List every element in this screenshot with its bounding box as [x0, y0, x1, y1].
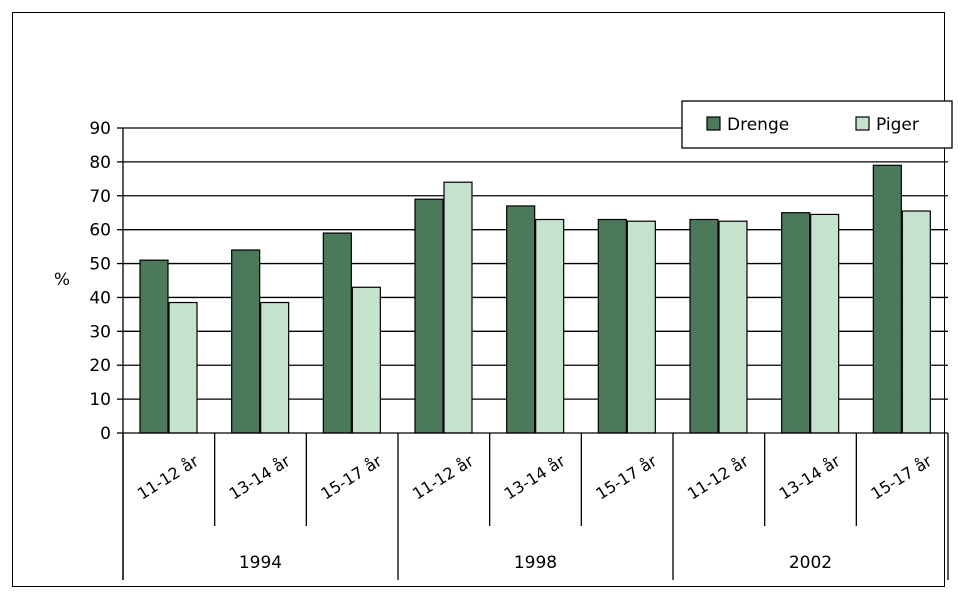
y-tick-label: 10: [89, 390, 111, 410]
bar-drenge: [872, 164, 902, 434]
legend-label-piger: Piger: [876, 115, 919, 135]
bar-drenge: [414, 198, 444, 434]
bar-drenge: [781, 212, 811, 434]
y-tick-label: 30: [89, 322, 111, 342]
group-label: 1998: [514, 553, 557, 573]
bar-piger: [810, 213, 840, 434]
x-tick-label: 11-12 år: [134, 451, 202, 503]
legend: Drenge Piger: [681, 100, 953, 149]
x-tick-label: 13-14 år: [226, 451, 294, 503]
bar-piger: [351, 286, 381, 434]
y-tick-label: 20: [89, 356, 111, 376]
bar-piger: [901, 210, 931, 434]
legend-swatch-drenge: [706, 116, 721, 131]
bar-drenge: [597, 218, 627, 434]
y-tick-label: 50: [89, 255, 111, 275]
bar-piger: [718, 220, 748, 434]
group-label: 2002: [789, 553, 832, 573]
legend-label-drenge: Drenge: [727, 115, 789, 135]
bar-drenge: [139, 259, 169, 434]
bar-piger: [260, 301, 290, 434]
y-tick-label: 0: [100, 424, 111, 444]
x-tick-label: 11-12 år: [684, 451, 752, 503]
y-tick-label: 90: [89, 119, 111, 139]
bar-drenge: [506, 205, 536, 434]
legend-box: [681, 100, 953, 149]
x-tick-label: 13-14 år: [776, 451, 844, 503]
legend-swatch-piger: [855, 116, 870, 131]
y-tick-label: 80: [89, 153, 111, 173]
x-tick-label: 13-14 år: [501, 451, 569, 503]
bar-drenge: [322, 232, 352, 434]
bar-piger: [626, 220, 656, 434]
bars: [139, 164, 931, 434]
y-tick-label: 40: [89, 288, 111, 308]
x-tick-label: 15-17 år: [317, 451, 385, 503]
axis-labels: %: [54, 270, 70, 290]
y-tick-label: 60: [89, 221, 111, 241]
bar-drenge: [689, 218, 719, 434]
x-tick-label: 15-17 år: [867, 451, 935, 503]
group-label: 1994: [239, 553, 282, 573]
x-tick-label: 11-12 år: [409, 451, 477, 503]
y-tick-label: 70: [89, 187, 111, 207]
y-axis-label: %: [54, 270, 70, 290]
bar-piger: [168, 301, 198, 434]
x-tick-label: 15-17 år: [592, 451, 660, 503]
bar-piger: [535, 218, 565, 434]
bar-piger: [443, 181, 473, 434]
bar-drenge: [231, 249, 261, 434]
